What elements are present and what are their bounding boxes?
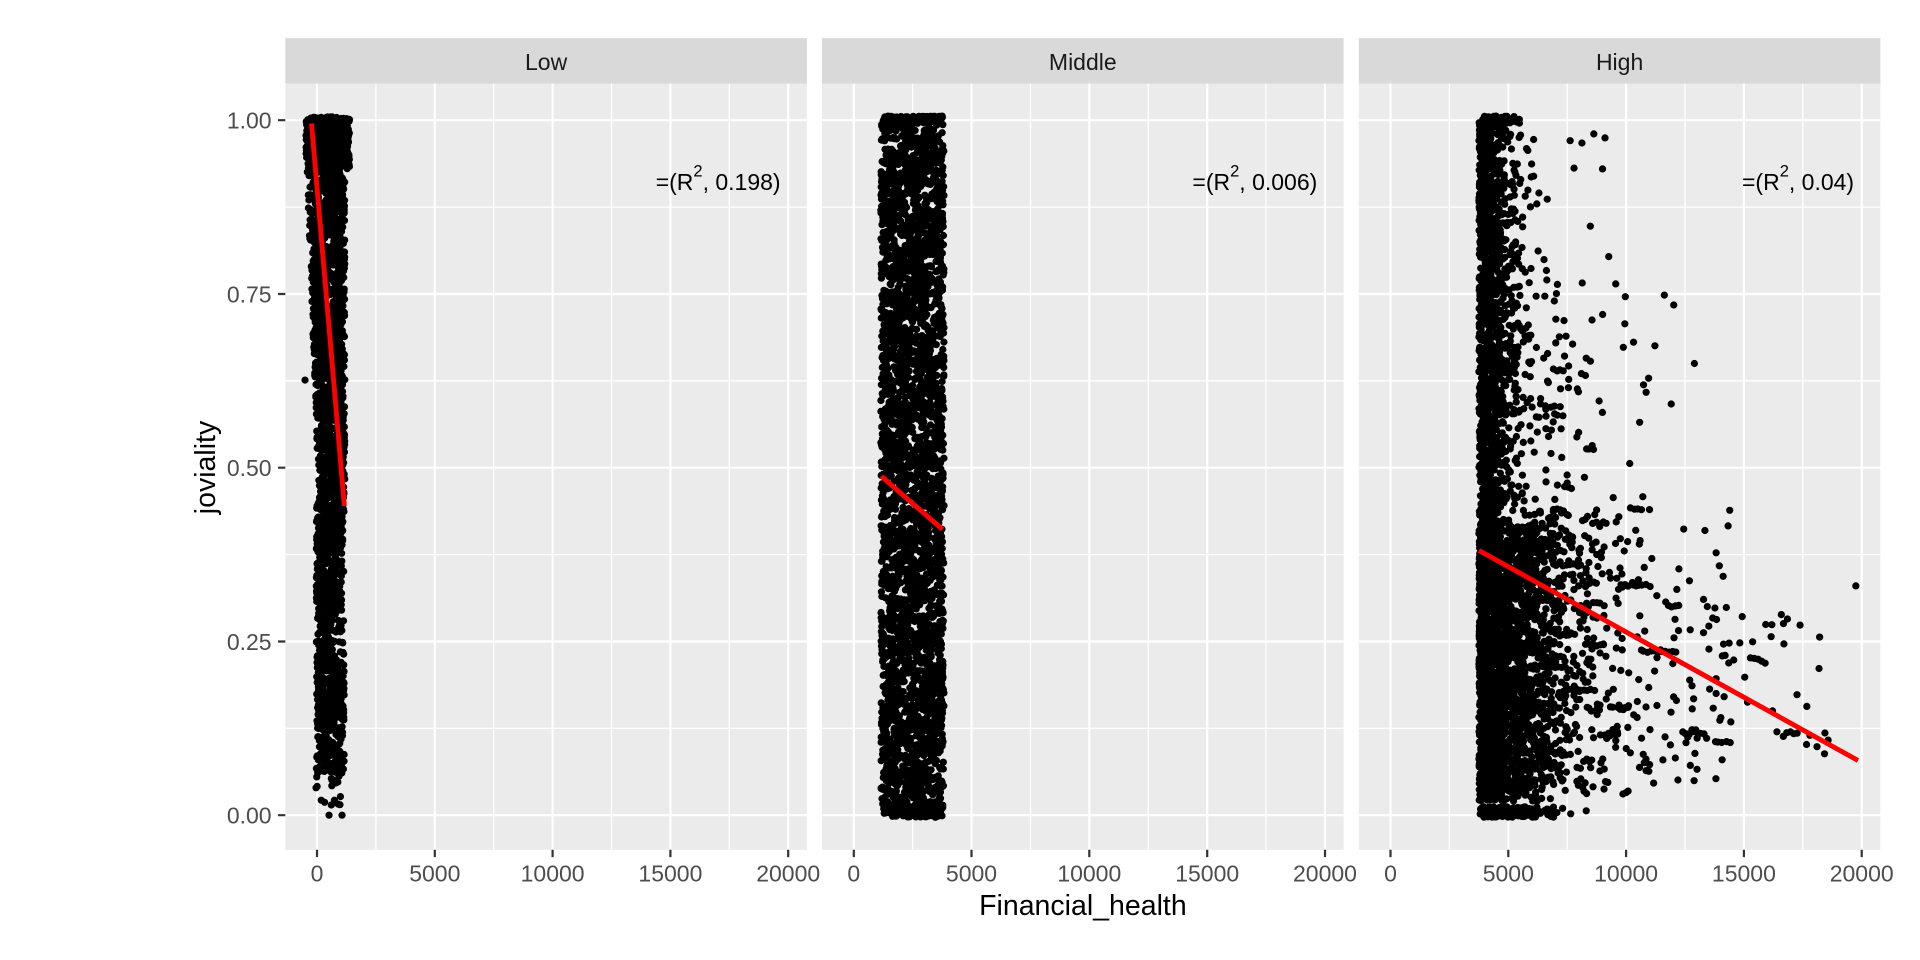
svg-text:1.00: 1.00: [227, 108, 272, 134]
svg-text:20000: 20000: [756, 861, 820, 887]
svg-text:10000: 10000: [1594, 861, 1658, 887]
svg-text:Financial_health: Financial_health: [979, 890, 1187, 922]
svg-text:0.25: 0.25: [227, 629, 272, 655]
svg-text:Middle: Middle: [1049, 49, 1117, 75]
svg-text:=(R2, 0.04): =(R2, 0.04): [1742, 163, 1854, 195]
svg-text:15000: 15000: [638, 861, 702, 887]
svg-text:Low: Low: [525, 49, 568, 75]
svg-text:20000: 20000: [1830, 861, 1894, 887]
svg-text:0: 0: [1384, 861, 1397, 887]
svg-text:High: High: [1596, 49, 1643, 75]
svg-text:0: 0: [311, 861, 324, 887]
svg-text:5000: 5000: [946, 861, 997, 887]
svg-text:0.75: 0.75: [227, 281, 272, 307]
svg-text:=(R2, 0.006): =(R2, 0.006): [1192, 163, 1317, 195]
svg-text:0.00: 0.00: [227, 803, 272, 829]
svg-text:10000: 10000: [521, 861, 585, 887]
svg-text:10000: 10000: [1057, 861, 1121, 887]
svg-text:20000: 20000: [1293, 861, 1357, 887]
svg-text:15000: 15000: [1712, 861, 1776, 887]
svg-text:15000: 15000: [1175, 861, 1239, 887]
svg-text:5000: 5000: [1483, 861, 1534, 887]
svg-text:joviality: joviality: [190, 420, 222, 515]
svg-text:0: 0: [847, 861, 860, 887]
svg-text:0.50: 0.50: [227, 455, 272, 481]
svg-text:5000: 5000: [409, 861, 460, 887]
svg-text:=(R2, 0.198): =(R2, 0.198): [656, 163, 781, 195]
